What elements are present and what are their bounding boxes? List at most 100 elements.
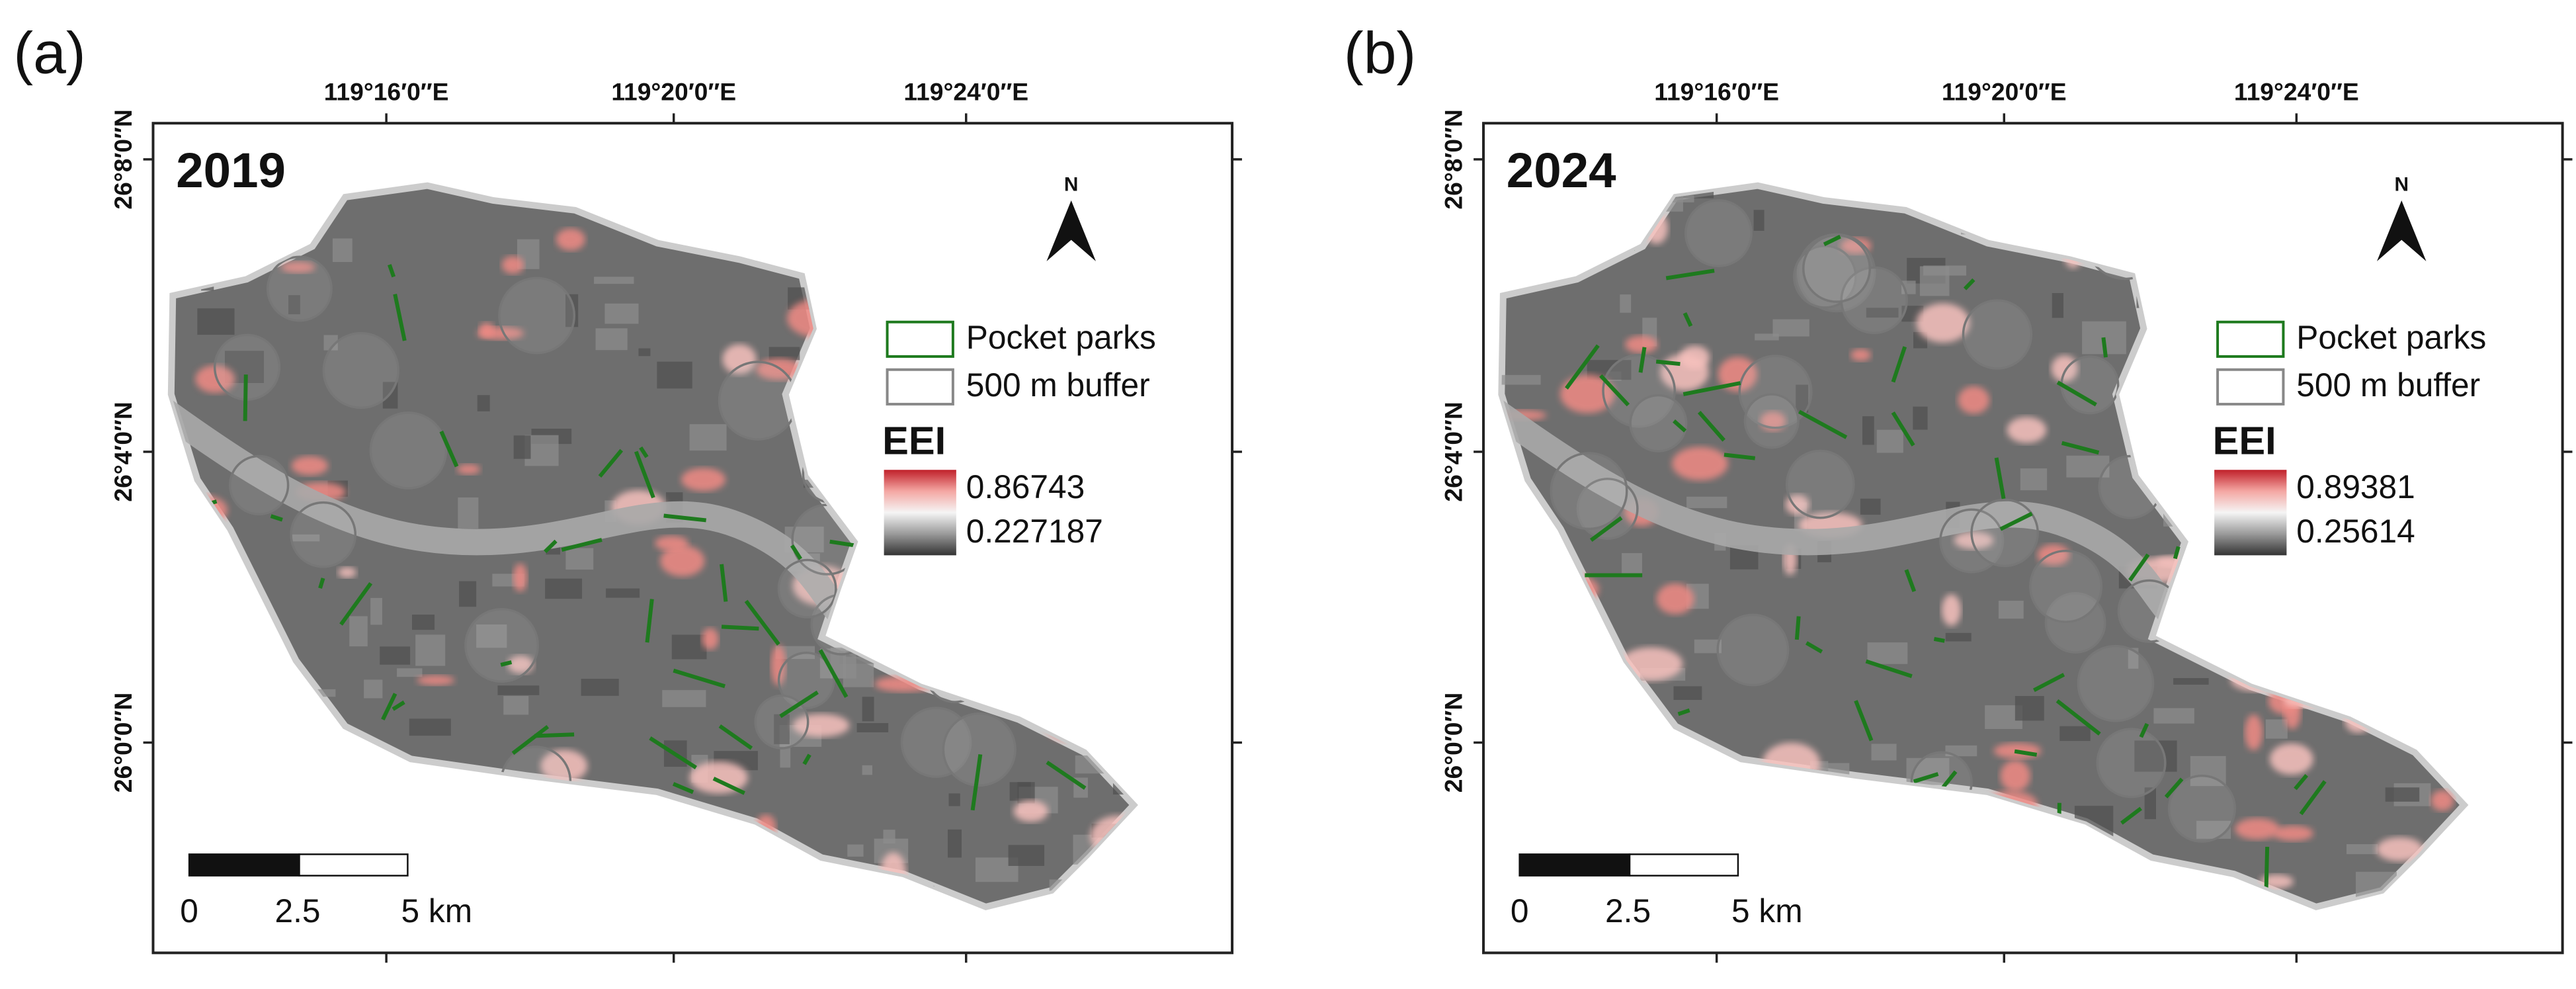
urban-texture [951, 257, 995, 286]
high-eei-patch [753, 185, 782, 202]
urban-texture [616, 818, 649, 842]
buffer-zone [1716, 613, 1790, 687]
urban-texture [1119, 598, 1134, 613]
scale-bar-black [188, 853, 300, 877]
eei-max: 0.89381 [2296, 468, 2415, 505]
urban-texture [2207, 605, 2247, 616]
eei-title: EEI [2213, 418, 2276, 462]
scale-label: 0 [1511, 892, 1529, 929]
urban-texture [1959, 808, 1977, 833]
pocket-park [779, 690, 819, 718]
urban-texture [2420, 543, 2452, 553]
urban-texture [2231, 231, 2257, 253]
pocket-park [2288, 556, 2297, 572]
urban-texture [1860, 498, 1881, 515]
urban-texture [2137, 278, 2157, 285]
urban-texture [638, 916, 651, 933]
pocket-park [591, 836, 601, 865]
buffer-zone [1003, 556, 1075, 628]
lat-label: 26°8′0″N [1440, 109, 1468, 209]
pocket-park [1638, 347, 1647, 373]
high-eei-patch [1507, 206, 1556, 241]
urban-texture [957, 258, 1001, 278]
pocket-park [944, 672, 966, 696]
urban-texture [1046, 268, 1073, 275]
pocket-park [2145, 261, 2171, 285]
pocket-park [511, 725, 550, 755]
urban-texture [192, 802, 207, 816]
high-eei-patch [2051, 355, 2078, 382]
pocket-park [1655, 359, 1681, 366]
pocket-park [318, 578, 325, 589]
urban-texture [1622, 553, 1642, 575]
buffer-zone [2060, 355, 2120, 415]
high-eei-patch [2245, 714, 2263, 751]
pocket-park [2061, 441, 2100, 455]
urban-texture [2134, 740, 2177, 772]
high-eei-patch [2273, 826, 2313, 841]
urban-texture [792, 862, 803, 893]
high-eei-patch [2000, 760, 2030, 792]
urban-texture [325, 805, 359, 834]
pocket-park [2139, 722, 2149, 738]
high-eei-patch [1013, 800, 1048, 822]
high-eei-patch [477, 327, 524, 340]
urban-texture [476, 624, 507, 648]
pocket-park [544, 539, 558, 554]
high-eei-patch [291, 456, 329, 476]
urban-texture [1501, 493, 1524, 507]
high-eei-patch [1501, 792, 1545, 834]
urban-texture [2382, 555, 2419, 568]
high-eei-patch [246, 700, 296, 732]
urban-texture [2479, 529, 2508, 560]
urban-texture [583, 821, 622, 847]
high-eei-patch [1656, 583, 1694, 615]
high-eei-patch [795, 220, 839, 261]
urban-texture [349, 616, 368, 647]
urban-texture [2196, 820, 2231, 839]
urban-texture [1966, 916, 1995, 943]
north-label: N [1064, 173, 1079, 195]
scale-bar-white [1628, 853, 1739, 877]
urban-texture [892, 886, 931, 899]
high-eei-patch [997, 568, 1011, 589]
pocket-park [1963, 278, 1975, 290]
pocket-park [818, 649, 849, 699]
urban-texture [1594, 686, 1608, 707]
urban-texture [370, 597, 382, 625]
buffer-zone [2098, 454, 2163, 519]
legend-park [886, 320, 954, 358]
pocket-park [744, 599, 780, 646]
pocket-park [2299, 780, 2327, 816]
high-eei-patch [456, 464, 481, 474]
urban-texture [194, 528, 224, 538]
urban-texture [1532, 895, 1573, 907]
pocket-park [2321, 261, 2334, 290]
buffer-zone [802, 444, 862, 504]
pocket-park [339, 581, 373, 626]
buffer-zone [985, 259, 1046, 321]
buffer-zone [2235, 207, 2294, 267]
high-eei-patch [895, 664, 959, 675]
urban-texture [2144, 787, 2156, 820]
scale-label: 5 km [401, 892, 472, 929]
high-eei-patch [185, 236, 204, 247]
buffer-zone [1910, 751, 1973, 814]
urban-texture [689, 424, 727, 451]
buffer-zone [1743, 393, 1800, 449]
urban-texture [323, 335, 338, 351]
urban-texture [662, 690, 706, 707]
urban-texture [2136, 185, 2151, 194]
urban-texture [380, 646, 411, 665]
buffer-zone [2029, 549, 2102, 623]
pocket-park [2032, 673, 2065, 693]
urban-texture [2345, 430, 2359, 449]
pocket-park [712, 777, 745, 795]
urban-texture [842, 357, 884, 370]
urban-texture [1961, 210, 1998, 235]
buffer-zone [1785, 449, 1855, 519]
north-arrow [1046, 200, 1096, 261]
urban-texture [1755, 333, 1779, 341]
high-eei-patch [1916, 303, 1970, 343]
